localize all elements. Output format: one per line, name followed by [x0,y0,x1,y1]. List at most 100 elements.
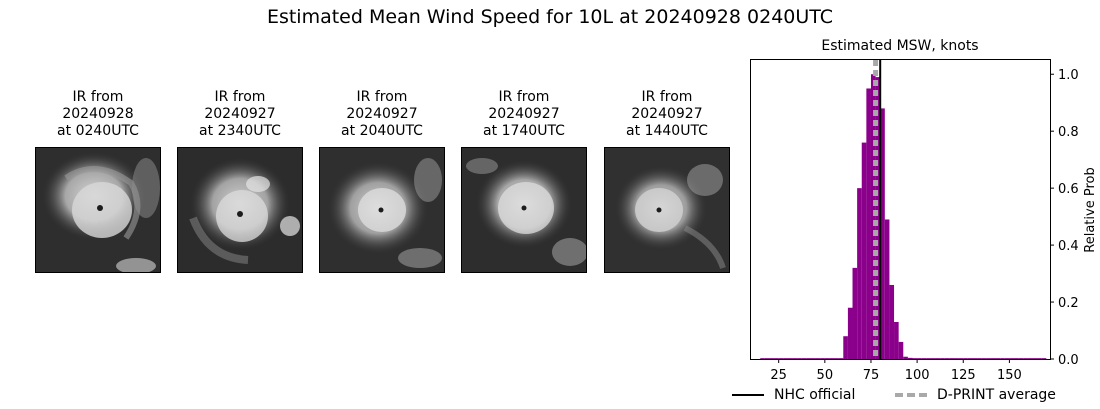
histogram-bar [958,358,964,359]
histogram-bar [792,358,798,359]
histogram-bar [787,358,793,359]
histogram-bar [1037,358,1042,359]
histogram-bar [815,358,821,359]
histogram-bar [930,358,936,359]
x-tick-label: 25 [770,368,787,383]
ir-satellite-image [604,147,730,273]
histogram-bar [990,358,996,359]
y-axis-label: Relative Prob [1083,167,1098,252]
y-tick-label: 0.6 [1058,182,1079,197]
histogram-bar [981,358,987,359]
legend-swatch-dashed-line [895,393,927,397]
histogram-bar [1041,358,1047,359]
ir-panel-caption-line1: IR from [641,89,693,105]
y-tick-label: 0.4 [1058,239,1079,254]
histogram-bar [774,358,779,359]
histogram-bar [977,358,982,359]
ir-panel-caption-time: at 1740UTC [483,123,565,139]
x-axis-ticks: 25 50 75 100 125 150 [770,359,1022,383]
histogram-bar [972,358,978,359]
ir-panel-caption-time: at 1440UTC [626,123,708,139]
ir-panel-caption-time: at 2340UTC [199,123,281,139]
histogram-bar [852,267,858,359]
legend-item-dprint: D-PRINT average [895,387,1056,403]
legend-label-dprint: D-PRINT average [937,387,1056,403]
histogram-bar [801,358,807,359]
histogram-bar [783,358,788,359]
chart-legend: NHC official D-PRINT average [730,387,1090,407]
x-tick-label: 75 [863,368,880,383]
histogram-bar [838,358,844,359]
histogram-bar [880,108,885,360]
ir-panel-caption-line1: IR from [72,89,124,105]
y-tick-label: 0.0 [1058,353,1079,368]
ir-satellite-image [35,147,161,273]
histogram-bar [847,307,853,359]
histogram-bar [898,341,904,359]
histogram-bar [921,358,927,359]
ir-panel-caption-date: 20240927 [204,106,276,122]
figure-title: Estimated Mean Wind Speed for 10L at 202… [266,6,834,28]
histogram-bar [760,358,765,359]
histogram-bar [940,358,945,359]
ir-panel-caption-line1: IR from [214,89,266,105]
y-tick-label: 0.2 [1058,296,1079,311]
x-tick-label: 100 [905,368,930,383]
histogram-bar [1004,358,1010,359]
histogram-bar [917,358,922,359]
histogram-bar [843,336,848,359]
x-tick-label: 125 [951,368,976,383]
histogram-bar [926,358,931,359]
histogram-bar [1027,358,1033,359]
legend-label-nhc: NHC official [774,387,856,403]
x-tick-label: 50 [817,368,834,383]
histogram-bar [778,358,784,359]
histogram-bar [1009,358,1015,359]
histogram-bar [806,358,811,359]
legend-swatch-solid-line [732,394,764,396]
ir-panel-5: IR from 20240927 at 1440UTC [597,89,737,273]
histogram-bar [967,358,973,359]
ir-satellite-image [177,147,303,273]
histogram-bar [820,358,825,359]
y-tick-label: 1.0 [1058,68,1079,83]
histogram-bar [954,358,959,359]
histogram-bar [935,358,941,359]
ir-panel-caption-date: 20240927 [346,106,418,122]
x-tick-label: 150 [997,368,1022,383]
histogram-bar [834,358,839,359]
ir-panel-4: IR from 20240927 at 1740UTC [454,89,594,273]
histogram-bar [884,219,890,359]
ir-panel-caption-date: 20240927 [631,106,703,122]
histogram-bar [907,357,913,359]
ir-panel-caption: IR from 20240927 at 2340UTC [170,89,310,140]
histogram-bar [1023,358,1028,359]
ir-panel-2: IR from 20240927 at 2340UTC [170,89,310,273]
ir-panel-1: IR from 20240928 at 0240UTC [28,89,168,273]
ir-panel-caption: IR from 20240927 at 1440UTC [597,89,737,140]
histogram-bar [866,88,871,359]
ir-panel-3: IR from 20240927 at 2040UTC [312,89,452,273]
histogram-bar [912,358,918,359]
histogram-bar [810,358,816,359]
ir-panel-caption-date: 20240927 [488,106,560,122]
plot-area-frame [750,59,1051,360]
ir-panel-caption: IR from 20240927 at 1740UTC [454,89,594,140]
ir-panel-caption: IR from 20240928 at 0240UTC [28,89,168,140]
histogram-bar [824,358,830,359]
histogram-bar [903,356,908,359]
ir-panel-caption-time: at 2040UTC [341,123,423,139]
y-axis-ticks: 0.0 0.2 0.4 0.6 0.8 1.0 [1050,68,1079,368]
histogram-bar [797,358,802,359]
ir-panel-caption-line1: IR from [356,89,408,105]
histogram-bar [944,358,950,359]
ir-panel-caption-line1: IR from [498,89,550,105]
histogram-bar [894,321,899,359]
ir-panel-caption-time: at 0240UTC [57,123,139,139]
histogram-bar [829,358,835,359]
histogram-bar [949,358,955,359]
histogram-bar [769,358,775,359]
ir-panel-caption-date: 20240928 [62,106,134,122]
histogram-bar [870,74,876,359]
